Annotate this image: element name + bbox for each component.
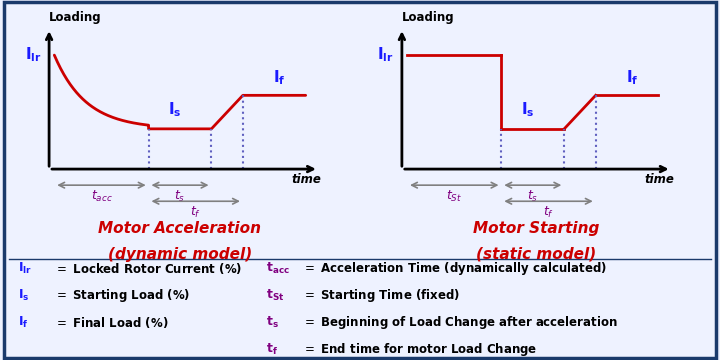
Text: $\bf{I_{lr}}$: $\bf{I_{lr}}$ — [24, 46, 41, 64]
Text: $=$ Locked Rotor Current (%): $=$ Locked Rotor Current (%) — [54, 261, 242, 276]
Text: $t_f$: $t_f$ — [543, 205, 554, 220]
Text: Loading: Loading — [49, 11, 102, 24]
Text: $\bf{I_f}$: $\bf{I_f}$ — [626, 69, 639, 87]
Text: $=$ End time for motor Load Change: $=$ End time for motor Load Change — [302, 341, 538, 358]
Text: $t_f$: $t_f$ — [190, 205, 202, 220]
Text: $\bf{I_f}$: $\bf{I_f}$ — [273, 69, 286, 87]
Text: $\mathbf{t_f}$: $\mathbf{t_f}$ — [266, 342, 279, 357]
Text: (static model): (static model) — [476, 247, 597, 262]
Text: $\mathbf{I_s}$: $\mathbf{I_s}$ — [18, 288, 30, 303]
Text: $\mathbf{t_{St}}$: $\mathbf{t_{St}}$ — [266, 288, 285, 303]
Text: $=$ Acceleration Time (dynamically calculated): $=$ Acceleration Time (dynamically calcu… — [302, 260, 608, 277]
Text: $t_s$: $t_s$ — [174, 189, 186, 204]
Text: $\mathbf{I_{lr}}$: $\mathbf{I_{lr}}$ — [18, 261, 32, 276]
Text: $=$ Starting Time (fixed): $=$ Starting Time (fixed) — [302, 287, 460, 304]
Text: $\mathbf{t_{acc}}$: $\mathbf{t_{acc}}$ — [266, 261, 290, 276]
Text: (dynamic model): (dynamic model) — [108, 247, 252, 262]
Text: $\bf{I_{lr}}$: $\bf{I_{lr}}$ — [377, 46, 394, 64]
Text: $\mathbf{t_s}$: $\mathbf{t_s}$ — [266, 315, 279, 330]
Text: Motor Starting: Motor Starting — [473, 221, 600, 237]
Text: time: time — [644, 173, 674, 186]
Text: $=$ Starting Load (%): $=$ Starting Load (%) — [54, 287, 190, 304]
Text: time: time — [292, 173, 321, 186]
Text: $=$ Final Load (%): $=$ Final Load (%) — [54, 315, 168, 330]
Text: Motor Acceleration: Motor Acceleration — [99, 221, 261, 237]
Text: $\bf{I_s}$: $\bf{I_s}$ — [168, 101, 181, 120]
Text: $t_s$: $t_s$ — [527, 189, 539, 204]
Text: $t_{acc}$: $t_{acc}$ — [91, 189, 112, 204]
Text: $\mathbf{I_f}$: $\mathbf{I_f}$ — [18, 315, 29, 330]
Text: Loading: Loading — [402, 11, 454, 24]
Text: $\bf{I_s}$: $\bf{I_s}$ — [521, 101, 534, 120]
Text: $=$ Beginning of Load Change after acceleration: $=$ Beginning of Load Change after accel… — [302, 314, 618, 331]
Text: $t_{St}$: $t_{St}$ — [446, 189, 462, 204]
